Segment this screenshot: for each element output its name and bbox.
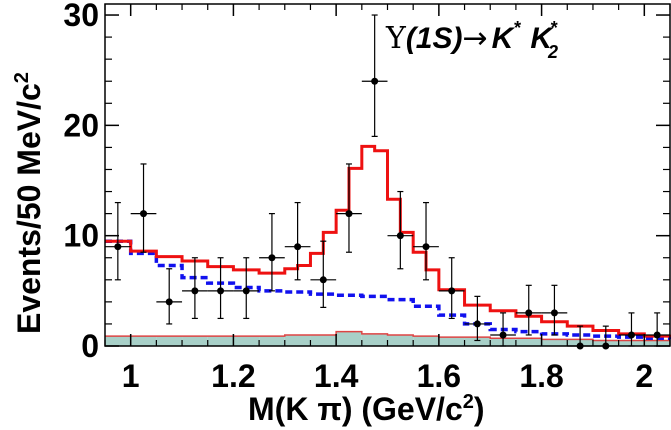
peaking-bg-bar xyxy=(284,334,311,346)
annotation-state: (1S) xyxy=(406,22,463,55)
data-point xyxy=(371,77,379,85)
y-axis-title-text: Events/50 MeV/c xyxy=(11,83,47,334)
peaking-bg-bar xyxy=(541,339,568,346)
annotation-p1-sup: * xyxy=(513,18,521,38)
peaking-bg-bar xyxy=(387,334,414,346)
data-point xyxy=(242,287,250,295)
y-tick-label: 20 xyxy=(63,107,99,143)
data-point xyxy=(422,243,430,251)
annotation-p1: K xyxy=(492,22,516,55)
x-axis-title-end: ) xyxy=(474,391,485,427)
y-axis-title: Events/50 MeV/c2 xyxy=(11,72,47,334)
annotation: Υ(1S)→ K* K* 2 xyxy=(385,18,558,62)
y-tick-label: 0 xyxy=(81,328,99,364)
data-point xyxy=(114,243,122,251)
x-axis-title: M(K π) (GeV/c2) xyxy=(248,391,485,427)
x-tick-label: 1.6 xyxy=(417,358,461,394)
annotation-p2-sup: * xyxy=(550,18,558,38)
x-tick-label: 1.8 xyxy=(519,358,563,394)
peaking-bg-bar xyxy=(361,333,388,346)
peaking-bg-bar xyxy=(156,336,183,346)
data-point xyxy=(499,331,507,339)
background-curve-layer xyxy=(105,239,671,341)
y-axis-title-sup: 2 xyxy=(11,72,33,83)
annotation-p2: K xyxy=(530,22,554,55)
x-tick-label: 1.2 xyxy=(211,358,255,394)
peaking-bg-bar xyxy=(233,336,260,346)
peaking-bg-bar xyxy=(464,337,491,346)
data-point xyxy=(165,298,173,306)
data-point xyxy=(268,254,276,262)
data-point xyxy=(653,331,661,339)
annotation-p2-sub: 2 xyxy=(547,42,558,62)
peaking-bg-bar xyxy=(105,336,131,346)
y-tick-label: 10 xyxy=(63,218,99,254)
data-point xyxy=(294,243,302,251)
annotation-upsilon: Υ xyxy=(385,21,407,56)
data-point xyxy=(191,287,199,295)
peaking-bg-bar xyxy=(515,338,542,346)
peaking-bg-bar xyxy=(207,336,234,346)
background-curve xyxy=(105,239,671,341)
peaking-bg-bar xyxy=(130,336,157,346)
data-point xyxy=(550,309,558,317)
data-point xyxy=(473,320,481,328)
x-tick-label: 1.4 xyxy=(314,358,359,394)
x-tick-label: 1 xyxy=(122,358,140,394)
data-point xyxy=(525,309,533,317)
data-point xyxy=(345,210,353,218)
y-tick-label: 30 xyxy=(63,0,99,33)
annotation-arrow: → xyxy=(463,21,488,56)
peaking-bg-outline xyxy=(105,330,670,342)
data-point xyxy=(448,287,456,295)
x-axis-title-text: M(K π) (GeV/c xyxy=(248,391,463,427)
peaking-bg-bar xyxy=(182,336,208,346)
data-point xyxy=(140,210,148,218)
data-point xyxy=(319,276,327,284)
peaking-bg-bar xyxy=(336,331,362,346)
peaking-bg-bar xyxy=(310,334,337,346)
peaking-bg-bar xyxy=(259,336,285,346)
peaking-bg-bar xyxy=(438,337,465,346)
total-fit-curve xyxy=(105,144,671,338)
peaking-bg-bar xyxy=(413,336,439,346)
x-tick-label: 2 xyxy=(635,358,653,394)
x-axis-title-sup: 2 xyxy=(463,391,474,413)
data-point xyxy=(627,331,635,339)
data-point xyxy=(396,232,404,240)
data-point xyxy=(217,287,225,295)
total-fit-layer xyxy=(105,144,671,338)
